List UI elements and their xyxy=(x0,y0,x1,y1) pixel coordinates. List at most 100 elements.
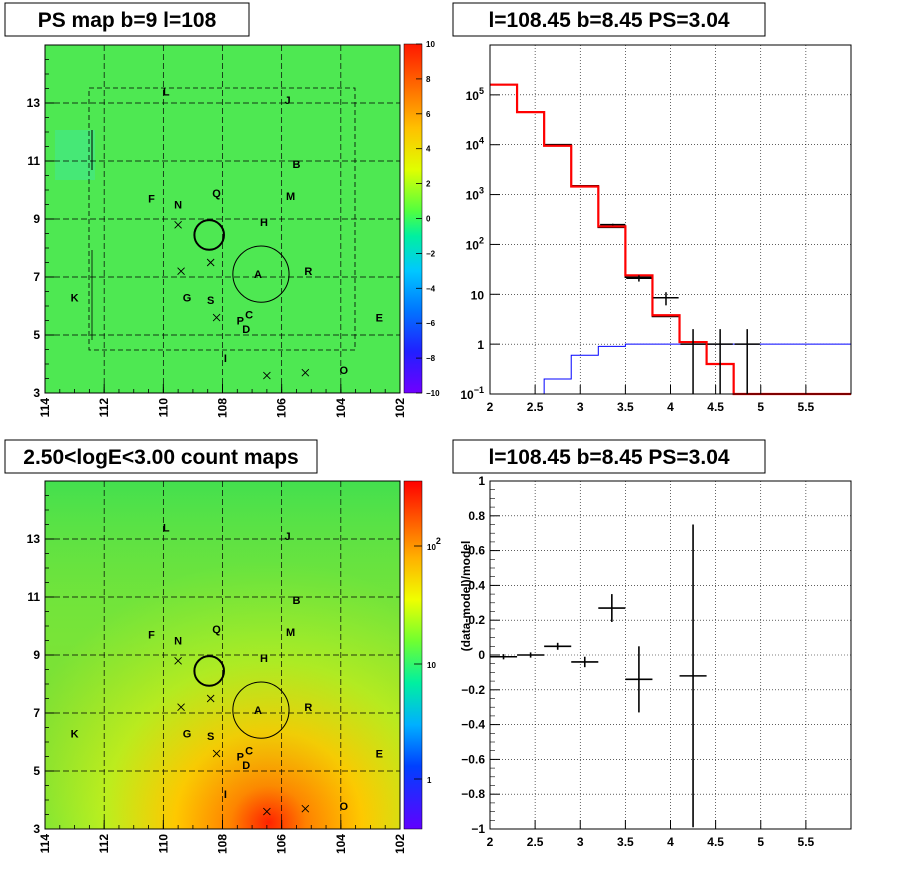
cross-marker xyxy=(206,694,215,703)
source-label-a: A xyxy=(254,705,262,717)
cross-marker xyxy=(212,749,221,758)
colorbar-tick-label: −6 xyxy=(426,319,436,328)
count-map-axes: 114 112 110 108 106 104 102 3 5 7 9 11 13 xyxy=(27,480,407,854)
colorbar-tick-label: −8 xyxy=(426,354,436,363)
colorbar-tick-label: −4 xyxy=(426,284,436,293)
ps-map-grid xyxy=(45,45,400,393)
x-tick-label: 3.5 xyxy=(617,835,634,849)
x-tick-label: 5.5 xyxy=(798,835,815,849)
source-label-q: Q xyxy=(212,188,221,200)
title-box-spectrum xyxy=(452,2,766,37)
source-label-c: C xyxy=(245,746,253,758)
y-tick-label: 11 xyxy=(27,590,40,604)
source-label-p: P xyxy=(237,316,244,328)
residuals-axes: 2 2.5 3 3.5 4 4.5 5 5.5 1 0.8 0.6 0.4 0.2 0 −0.2 −0.4 −0… xyxy=(461,474,814,849)
colorbar-tick-label: 2 xyxy=(426,180,431,189)
source-label-b: B xyxy=(292,159,300,171)
source-label-b: B xyxy=(292,595,300,607)
x-tick-label: 102 xyxy=(393,834,407,854)
y-tick-label: 0.2 xyxy=(468,613,485,627)
cross-marker xyxy=(263,807,271,816)
x-tick-label: 114 xyxy=(38,834,52,854)
source-label-n: N xyxy=(174,636,182,648)
title-ps-map: PS map b=9 l=108 xyxy=(38,9,217,32)
source-label-f: F xyxy=(148,630,155,642)
y-tick-label: 13 xyxy=(27,532,41,546)
source-circle xyxy=(232,245,290,303)
x-tick-label: 112 xyxy=(97,834,111,854)
y-tick-label: 103 xyxy=(466,186,484,203)
x-tick-label: 106 xyxy=(275,398,289,418)
source-label-c: C xyxy=(245,310,253,322)
y-tick-label: 10 xyxy=(471,288,485,302)
series-red-model xyxy=(490,83,851,396)
target-circle xyxy=(193,655,225,687)
count-map-colorbar xyxy=(403,480,423,830)
x-tick-label: 4 xyxy=(667,835,674,849)
ps-map-sources: L J B F N Q M H A R K G S P CD E I O xyxy=(71,86,383,380)
x-tick-label: 5.5 xyxy=(798,400,815,414)
ps-map-axes: 114 112 110 108 106 104 102 3 5 7 9 11 13 xyxy=(27,44,407,418)
residuals-points xyxy=(490,524,707,828)
colorbar-tick-label: −2 xyxy=(426,249,436,258)
source-label-h: H xyxy=(260,217,268,229)
colorbar-tick-label: 102 xyxy=(427,536,441,552)
source-circle xyxy=(232,681,290,739)
x-tick-label: 106 xyxy=(275,834,289,854)
y-tick-label: 0 xyxy=(478,648,485,662)
cross-marker xyxy=(177,703,185,712)
x-tick-label: 112 xyxy=(97,398,111,418)
x-tick-label: 4.5 xyxy=(707,400,724,414)
y-tick-label: 0.4 xyxy=(468,578,485,592)
colorbar-tick-label: 6 xyxy=(426,110,431,119)
y-tick-label: 7 xyxy=(33,270,40,284)
source-label-o: O xyxy=(340,365,349,377)
title-spectrum: l=108.45 b=8.45 PS=3.04 xyxy=(488,9,729,32)
ps-map-roi-box xyxy=(88,87,356,351)
y-tick-label: 102 xyxy=(466,235,484,252)
source-label-j: J xyxy=(285,531,291,543)
x-tick-label: 3 xyxy=(577,400,584,414)
colorbar-tick-label: 4 xyxy=(426,145,431,154)
x-tick-label: 4 xyxy=(667,400,674,414)
source-label-i: I xyxy=(224,789,227,801)
cross-marker xyxy=(206,258,215,267)
source-label-j: J xyxy=(285,95,291,107)
source-label-s: S xyxy=(207,295,214,307)
x-tick-label: 2 xyxy=(487,400,494,414)
y-tick-label: 1 xyxy=(478,474,485,488)
x-tick-label: 110 xyxy=(156,834,170,854)
cross-marker xyxy=(174,220,182,229)
y-tick-label: 1 xyxy=(477,338,484,352)
source-label-l: L xyxy=(163,86,170,98)
y-tick-label: 104 xyxy=(466,136,484,153)
source-label-e: E xyxy=(376,749,383,761)
source-label-o: O xyxy=(340,801,349,813)
x-tick-label: 5 xyxy=(757,400,764,414)
y-tick-label: 7 xyxy=(33,706,40,720)
title-box-count-map xyxy=(4,439,318,474)
source-label-g: G xyxy=(183,728,192,740)
cross-marker xyxy=(301,368,310,377)
source-label-d: D xyxy=(242,324,250,336)
y-tick-label: 3 xyxy=(33,822,40,836)
count-map-colorbar-axis: 102 10 1 xyxy=(414,536,441,785)
x-tick-label: 2.5 xyxy=(527,400,544,414)
x-tick-label: 4.5 xyxy=(707,835,724,849)
source-label-p: P xyxy=(237,752,244,764)
count-map-grid xyxy=(45,481,400,829)
count-map-sources: L J B F N Q M H A R K G S P CD E I O xyxy=(71,522,383,816)
x-tick-label: 3 xyxy=(577,835,584,849)
y-tick-label: −0.6 xyxy=(461,752,485,766)
x-tick-label: 108 xyxy=(216,398,230,418)
x-tick-label: 104 xyxy=(334,398,348,418)
y-tick-label: 10−1 xyxy=(460,385,484,402)
y-tick-label: 5 xyxy=(33,328,40,342)
colorbar-tick-label: 10 xyxy=(426,40,435,49)
title-residuals: l=108.45 b=8.45 PS=3.04 xyxy=(488,446,729,469)
y-tick-label: −1 xyxy=(471,822,485,836)
cross-marker xyxy=(301,804,310,813)
